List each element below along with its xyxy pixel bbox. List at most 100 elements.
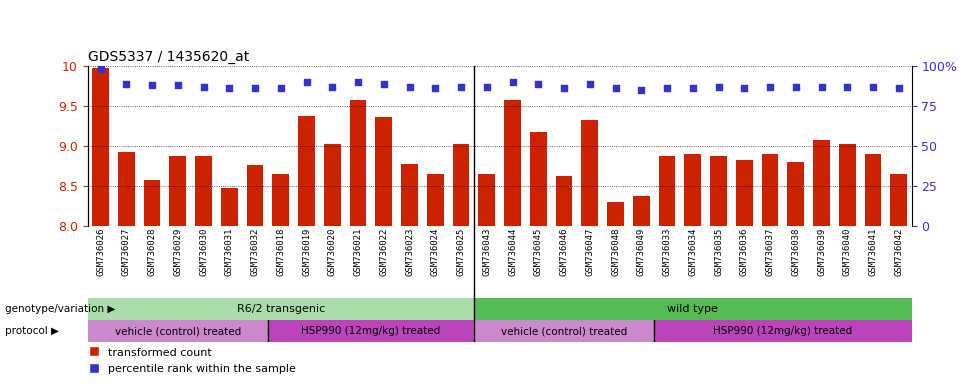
Point (685, 85, 701, 91)
Point (119, 81, 135, 87)
Bar (633, 195, 649, 226)
Point (325, 84, 340, 90)
Text: GSM736047: GSM736047 (585, 227, 595, 276)
Point (427, 85, 443, 91)
Point (865, 84, 880, 90)
Text: GSM736042: GSM736042 (894, 227, 903, 276)
Bar (890, 174, 907, 226)
Point (659, 85, 675, 91)
Text: GSM736026: GSM736026 (97, 227, 105, 276)
Bar (684, 154, 701, 226)
Text: GSM736022: GSM736022 (379, 227, 388, 276)
Text: GSM736040: GSM736040 (842, 227, 852, 276)
Bar (401, 164, 418, 226)
Point (298, 79, 314, 85)
Text: GSM736027: GSM736027 (122, 227, 131, 276)
Point (788, 84, 803, 90)
Bar (581, 121, 599, 226)
Bar (170, 156, 186, 226)
Point (711, 84, 726, 90)
Bar (838, 144, 856, 226)
Text: protocol ▶: protocol ▶ (5, 326, 58, 336)
Text: R6/2 transgenic: R6/2 transgenic (237, 304, 325, 314)
Point (839, 84, 855, 90)
Bar (143, 180, 161, 226)
Text: GSM736036: GSM736036 (740, 227, 749, 276)
Text: GSM736033: GSM736033 (663, 227, 672, 276)
Text: GSM736038: GSM736038 (792, 227, 800, 276)
Text: GSM736029: GSM736029 (174, 227, 182, 276)
Bar (479, 174, 495, 226)
Text: GSM736046: GSM736046 (560, 227, 568, 276)
Text: GDS5337 / 1435620_at: GDS5337 / 1435620_at (88, 50, 249, 64)
Text: GSM736031: GSM736031 (225, 227, 234, 276)
Point (273, 85, 289, 91)
Text: GSM736048: GSM736048 (611, 227, 620, 276)
Text: GSM736039: GSM736039 (817, 227, 826, 276)
Legend: transformed count, percentile rank within the sample: transformed count, percentile rank withi… (84, 343, 300, 379)
Text: GSM736025: GSM736025 (456, 227, 466, 276)
Bar (221, 189, 238, 226)
Point (891, 85, 907, 91)
Point (557, 85, 572, 91)
Bar (504, 99, 521, 226)
Point (814, 84, 830, 90)
Bar (324, 144, 340, 226)
Text: GSM736018: GSM736018 (276, 227, 286, 276)
Bar (530, 132, 547, 226)
Point (530, 81, 546, 87)
Text: vehicle (control) treated: vehicle (control) treated (115, 326, 241, 336)
Bar (474, 298, 912, 320)
Point (93, 66, 108, 72)
Point (582, 81, 598, 87)
Text: GSM736034: GSM736034 (688, 227, 697, 276)
Text: GSM736028: GSM736028 (147, 227, 157, 276)
Bar (710, 156, 727, 226)
Point (736, 85, 752, 91)
Point (479, 84, 494, 90)
Text: HSP990 (12mg/kg) treated: HSP990 (12mg/kg) treated (714, 326, 852, 336)
Point (607, 85, 623, 91)
Bar (350, 99, 367, 226)
Bar (788, 162, 804, 226)
Text: GSM736030: GSM736030 (199, 227, 208, 276)
Bar (556, 176, 572, 226)
Bar (813, 140, 830, 226)
Text: GSM736035: GSM736035 (714, 227, 723, 276)
Point (170, 82, 185, 88)
Bar (88, 320, 268, 342)
Text: GSM736049: GSM736049 (637, 227, 645, 276)
Point (762, 84, 778, 90)
Text: vehicle (control) treated: vehicle (control) treated (501, 326, 627, 336)
Point (248, 85, 263, 91)
Bar (247, 165, 263, 226)
Text: GSM736041: GSM736041 (869, 227, 878, 276)
Point (402, 84, 417, 90)
Point (634, 87, 649, 93)
Text: GSM736037: GSM736037 (765, 227, 774, 276)
Text: GSM736044: GSM736044 (508, 227, 517, 276)
Bar (474, 320, 654, 342)
Point (350, 79, 366, 85)
Text: GSM736021: GSM736021 (354, 227, 363, 276)
Text: GSM736032: GSM736032 (251, 227, 259, 276)
Bar (654, 320, 912, 342)
Text: GSM736045: GSM736045 (533, 227, 543, 276)
Bar (375, 117, 392, 226)
Bar (736, 161, 753, 226)
Bar (452, 144, 469, 226)
Bar (659, 156, 676, 226)
Bar (298, 116, 315, 226)
Bar (195, 156, 212, 226)
Text: GSM736023: GSM736023 (405, 227, 414, 276)
Point (453, 84, 469, 90)
Text: genotype/variation ▶: genotype/variation ▶ (5, 304, 115, 314)
Point (376, 81, 392, 87)
Bar (88, 298, 474, 320)
Bar (761, 154, 778, 226)
Text: GSM736020: GSM736020 (328, 227, 336, 276)
Bar (865, 154, 881, 226)
Point (221, 85, 237, 91)
Text: wild type: wild type (667, 304, 719, 314)
Text: GSM736019: GSM736019 (302, 227, 311, 276)
